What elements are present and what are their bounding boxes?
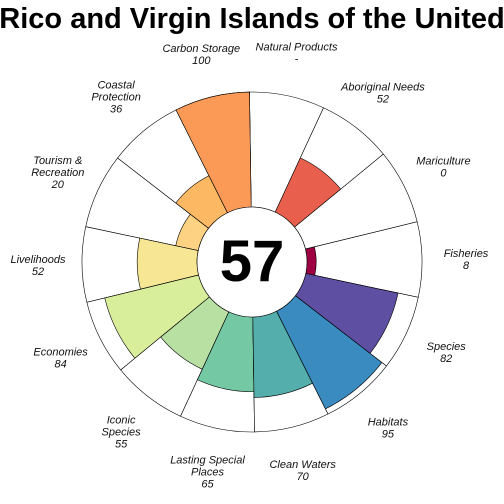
label-line-coastal-protection: Coastal	[97, 80, 135, 92]
label-aboriginal-needs: Aboriginal Needs 52	[340, 82, 425, 106]
score-fisheries: 8	[463, 260, 470, 272]
center-circle	[196, 206, 308, 318]
label-line-carbon-storage: Carbon Storage	[162, 43, 240, 55]
label-line-species: Species	[427, 341, 467, 353]
score-clean-waters: 70	[297, 471, 310, 483]
label-line-iconic-species: Iconic	[107, 414, 136, 426]
score-habitats: 95	[382, 428, 395, 440]
label-line-clean-waters: Clean Waters	[269, 459, 336, 471]
label-line-lasting-special-places: Places	[191, 466, 225, 478]
label-livelihoods: Livelihoods 52	[10, 254, 66, 278]
score-carbon-storage: 100	[192, 55, 211, 67]
label-line-natural-products: Natural Products	[256, 42, 338, 54]
label-economies: Economies 84	[33, 347, 88, 371]
label-tourism-recreation: Tourism & Recreation 20	[31, 155, 84, 191]
label-habitats: Habitats 95	[368, 416, 409, 440]
label-clean-waters: Clean Waters 70	[269, 459, 336, 483]
score-tourism-recreation: 20	[51, 179, 65, 191]
score-species: 82	[440, 353, 452, 365]
label-line-economies: Economies	[33, 347, 88, 359]
label-line-tourism-recreation: Tourism &	[33, 155, 82, 167]
score-coastal-protection: 36	[110, 104, 123, 116]
label-lasting-special-places: Lasting Special Places 65	[170, 454, 245, 490]
label-line-mariculture: Mariculture	[416, 155, 470, 167]
label-natural-products: Natural Products -	[256, 42, 338, 66]
label-iconic-species: Iconic Species 55	[102, 414, 142, 450]
score-lasting-special-places: 65	[201, 478, 214, 490]
label-line-aboriginal-needs: Aboriginal Needs	[340, 82, 425, 94]
score-livelihoods: 52	[32, 266, 44, 278]
score-iconic-species: 55	[115, 438, 128, 450]
label-fisheries: Fisheries 8	[444, 248, 489, 272]
label-line-lasting-special-places: Lasting Special	[170, 454, 245, 466]
label-line-habitats: Habitats	[368, 416, 409, 428]
score-mariculture: 0	[440, 167, 447, 179]
overall-score: 57	[220, 229, 285, 294]
petals-group	[81, 91, 423, 433]
label-coastal-protection: Coastal Protection 36	[91, 80, 141, 116]
label-mariculture: Mariculture 0	[416, 155, 470, 179]
chart-title: Rico and Virgin Islands of the United	[0, 3, 504, 35]
label-line-iconic-species: Species	[102, 426, 142, 438]
score-aboriginal-needs: 52	[377, 94, 389, 106]
label-line-fisheries: Fisheries	[444, 248, 489, 260]
label-line-tourism-recreation: Recreation	[31, 167, 84, 179]
label-line-livelihoods: Livelihoods	[10, 254, 66, 266]
score-economies: 84	[54, 359, 66, 371]
label-carbon-storage: Carbon Storage 100	[162, 43, 240, 67]
score-natural-products: -	[295, 54, 299, 66]
label-species: Species 82	[427, 341, 467, 365]
label-line-coastal-protection: Protection	[91, 92, 141, 104]
